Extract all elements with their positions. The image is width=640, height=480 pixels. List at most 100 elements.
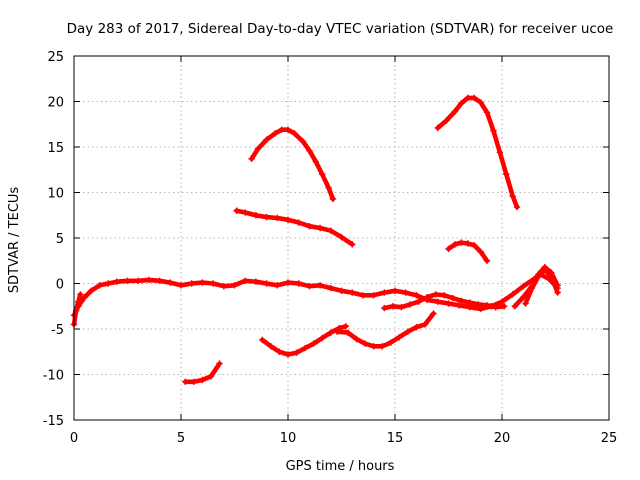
data-point (353, 335, 360, 343)
data-point (434, 124, 441, 132)
data-point (299, 138, 307, 145)
y-tick-label: 10 (47, 187, 64, 202)
y-tick-label: 20 (47, 96, 64, 111)
data-point (466, 299, 474, 306)
data-point (263, 136, 270, 143)
data-series-track-6 (182, 360, 223, 385)
data-point (242, 209, 249, 216)
data-point (443, 117, 450, 124)
data-point (220, 283, 227, 290)
data-point (274, 282, 281, 289)
y-tick-label: 25 (47, 50, 64, 65)
data-point (263, 280, 270, 287)
data-point (509, 192, 516, 200)
data-point (276, 348, 283, 355)
data-point (458, 100, 465, 107)
data-point (248, 155, 255, 163)
x-tick-label: 20 (494, 431, 511, 446)
data-point (188, 280, 195, 287)
data-point (423, 293, 431, 301)
data-point (293, 349, 300, 356)
data-point (483, 257, 491, 264)
data-point (124, 277, 131, 284)
data-series-track-1 (70, 271, 561, 319)
x-tick-label: 0 (70, 431, 78, 446)
data-series-track-3 (233, 207, 356, 248)
data-point (325, 184, 332, 192)
data-point (271, 130, 279, 137)
data-point (496, 149, 504, 156)
data-point (252, 212, 260, 219)
data-point (402, 289, 409, 296)
data-point (167, 279, 174, 286)
data-point (492, 303, 499, 311)
data-point (291, 130, 298, 137)
x-tick-label: 5 (177, 431, 185, 446)
grid-lines (74, 56, 609, 420)
data-series-track-7 (259, 323, 349, 358)
data-point (295, 219, 302, 226)
data-point (199, 279, 206, 286)
data-point (81, 293, 88, 301)
data-point (216, 360, 223, 367)
data-point (177, 282, 185, 289)
data-point (470, 94, 478, 102)
data-point (483, 302, 491, 309)
data-point (259, 336, 266, 344)
data-point (449, 294, 456, 302)
data-point (445, 300, 452, 307)
y-tick-label: 5 (56, 232, 64, 247)
data-point (554, 289, 561, 296)
data-point (361, 340, 369, 347)
data-point (190, 378, 198, 385)
data-series-layer (70, 94, 561, 385)
data-point (267, 343, 275, 350)
data-point (500, 303, 508, 310)
series-trace (260, 324, 349, 357)
data-point (182, 378, 189, 385)
data-point (541, 266, 548, 274)
data-point (105, 280, 112, 287)
data-point (96, 282, 103, 289)
y-tick-label: -10 (43, 369, 64, 384)
data-point (263, 213, 270, 221)
data-point (77, 291, 84, 298)
data-point (528, 284, 536, 292)
y-axis-label: SDTVAR / TECUs (7, 187, 22, 294)
data-point (391, 287, 399, 294)
series-trace (71, 292, 83, 327)
data-series-track-4 (434, 94, 521, 211)
series-trace (523, 267, 560, 306)
data-point (511, 303, 519, 310)
data-point (522, 300, 529, 307)
data-point (451, 108, 459, 115)
data-point (306, 283, 313, 290)
data-point (156, 277, 163, 284)
data-point (520, 293, 527, 301)
data-point (535, 273, 542, 280)
data-point (242, 277, 249, 284)
data-point (199, 376, 206, 384)
data-point (434, 298, 441, 305)
data-point (327, 227, 334, 234)
data-point (295, 280, 302, 287)
data-point (349, 241, 356, 248)
data-point (327, 284, 334, 292)
data-point (464, 94, 471, 102)
data-point (490, 127, 497, 134)
data-point (378, 343, 386, 350)
data-point (209, 280, 217, 287)
data-point (145, 276, 153, 284)
data-point (316, 224, 324, 232)
data-point (413, 323, 420, 331)
data-point (233, 207, 240, 214)
data-point (477, 248, 484, 255)
data-point (464, 240, 471, 247)
data-point (274, 214, 281, 222)
data-point (387, 339, 394, 346)
data-point (135, 277, 142, 284)
data-point (252, 278, 260, 285)
data-series-track-2 (248, 126, 337, 203)
data-series-track-12 (70, 291, 84, 328)
